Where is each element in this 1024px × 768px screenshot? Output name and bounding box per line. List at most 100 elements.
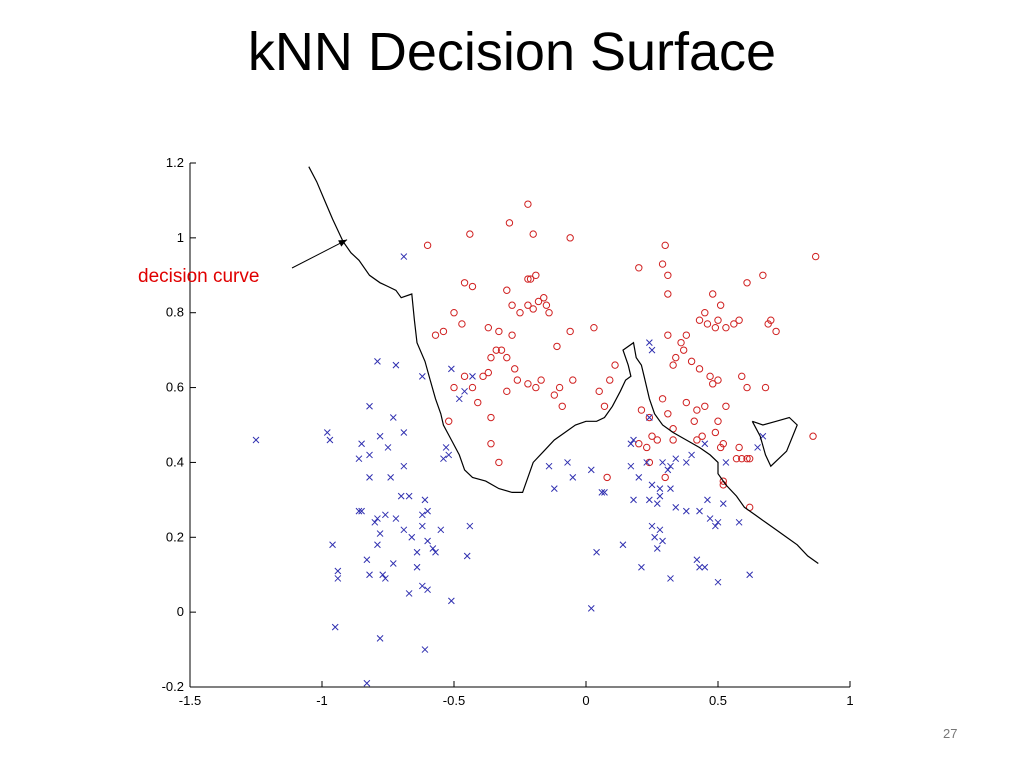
circle-point [553, 342, 561, 351]
x-point [374, 358, 381, 365]
x-point-stroke [366, 571, 373, 579]
x-point-stroke [735, 518, 743, 526]
x-point-stroke [659, 459, 666, 466]
circle-point [529, 230, 537, 238]
x-point [418, 582, 426, 590]
x-point-stroke [418, 372, 426, 380]
circle-point [714, 417, 722, 425]
x-point-stroke [651, 533, 658, 541]
x-tick-label: 0 [582, 693, 589, 708]
x-point [418, 372, 426, 380]
circle-point [735, 316, 743, 324]
y-tick-label: 0 [177, 604, 184, 619]
x-point-stroke [754, 444, 761, 451]
circle-point [542, 301, 551, 309]
x-point-stroke [440, 455, 447, 463]
x-point-stroke [374, 515, 381, 522]
decision-curve-island [751, 416, 798, 468]
x-point-stroke [682, 459, 690, 466]
circle-point [743, 279, 751, 287]
x-point-stroke [355, 455, 363, 463]
x-point [648, 346, 656, 354]
circle-point [537, 376, 545, 384]
x-point-stroke [712, 522, 719, 530]
x-point-stroke [358, 507, 365, 515]
x-point [646, 339, 653, 347]
circle-point [711, 323, 720, 332]
x-point [672, 455, 680, 463]
circle-point [635, 264, 643, 272]
x-point [363, 679, 371, 687]
circle-point [492, 346, 500, 354]
x-point [656, 485, 664, 492]
x-point-stroke [719, 500, 727, 507]
x-point-stroke [418, 582, 426, 590]
arrow-head [338, 239, 348, 247]
circle-point [648, 432, 656, 440]
x-point-stroke [445, 451, 453, 459]
x-point [400, 429, 408, 436]
circle-point [450, 383, 458, 392]
x-point [564, 459, 571, 466]
circle-point [730, 320, 738, 328]
circle-point [664, 290, 672, 298]
x-point-stroke [550, 485, 558, 492]
circle-point [545, 309, 553, 317]
x-point-stroke [648, 522, 656, 530]
x-point-stroke [638, 563, 645, 571]
x-point-stroke [469, 372, 476, 380]
page-number: 27 [943, 726, 958, 741]
x-tick-label: -1.5 [179, 693, 201, 708]
x-point [366, 571, 373, 579]
x-point [366, 402, 373, 410]
circle-point [738, 454, 746, 463]
x-point-stroke [693, 556, 701, 564]
circle-point [669, 436, 677, 444]
circle-point [645, 413, 654, 422]
x-point-stroke [601, 489, 608, 496]
y-tick-label: 1 [177, 230, 184, 245]
circle-point [439, 327, 448, 336]
circle-point [687, 357, 696, 366]
x-point [424, 507, 431, 515]
x-point [334, 575, 342, 582]
x-point-stroke [437, 526, 445, 534]
circle-point [695, 316, 704, 324]
x-point [366, 451, 373, 459]
x-point [397, 492, 405, 500]
x-point-stroke [696, 507, 703, 515]
x-point-stroke [701, 563, 709, 571]
circle-point [722, 402, 730, 410]
x-point [445, 451, 453, 459]
x-point [424, 586, 431, 594]
circle-point [600, 402, 609, 410]
circle-point [532, 383, 540, 392]
circle-point [714, 316, 722, 324]
x-point [619, 541, 627, 549]
slide-title: kNN Decision Surface [247, 22, 777, 82]
circle-point [759, 271, 767, 279]
x-point-stroke [659, 537, 666, 545]
x-point [421, 496, 429, 504]
x-point [400, 462, 408, 470]
x-point [366, 474, 373, 481]
circle-point [711, 428, 720, 437]
x-point [392, 515, 400, 522]
y-tick-label: 1.2 [166, 155, 184, 170]
x-point-stroke [598, 489, 606, 496]
x-point-stroke [334, 567, 342, 575]
x-point-stroke [366, 474, 373, 481]
x-point-stroke [400, 526, 408, 534]
x-point-stroke [667, 575, 674, 582]
x-point [440, 455, 447, 463]
x-point [442, 444, 450, 451]
x-point [418, 511, 426, 519]
circle-point [508, 301, 516, 309]
x-point-stroke [334, 575, 342, 582]
circle-point [732, 454, 741, 463]
x-point [382, 511, 389, 519]
x-point [469, 372, 476, 380]
x-point [646, 414, 653, 421]
x-point-stroke [432, 548, 439, 556]
circle-point [811, 252, 820, 261]
